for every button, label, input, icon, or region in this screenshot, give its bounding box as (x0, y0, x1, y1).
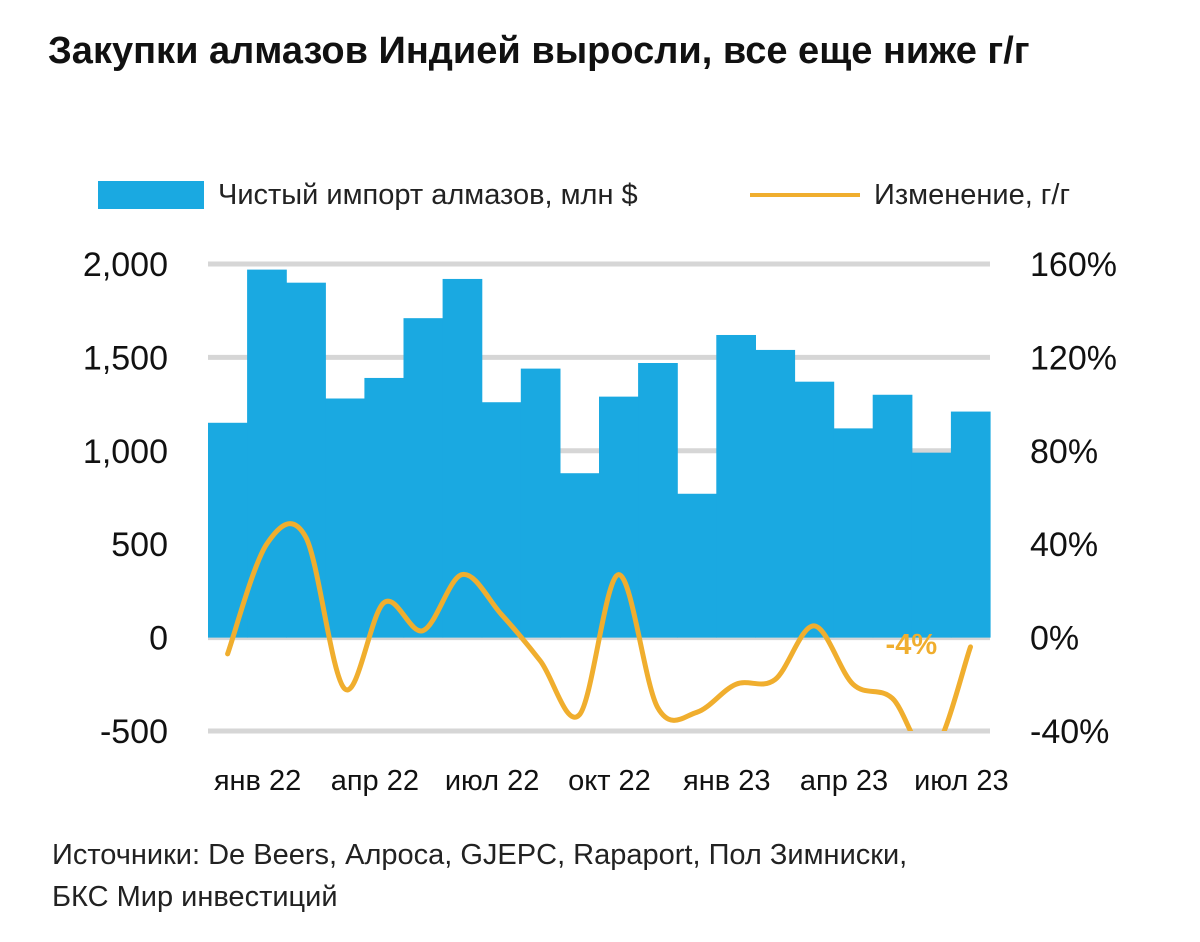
bar-9 (559, 473, 600, 638)
bar-12 (677, 493, 717, 638)
bar-14 (755, 349, 796, 638)
x-tick-3: окт 22 (568, 765, 651, 797)
source-line-2: БКС Мир инвестиций (52, 881, 338, 913)
y-right-tick-3: 40% (1030, 526, 1098, 564)
x-tick-6: июл 23 (914, 765, 1009, 797)
source-line-1: Источники: De Beers, Алроса, GJEPC, Rapa… (52, 839, 908, 871)
bar-19 (950, 411, 991, 638)
chart-title: Закупки алмазов Индией выросли, все еще … (48, 30, 1030, 72)
bar-5 (403, 318, 444, 638)
legend-item-net-import: Чистый импорт алмазов, млн $ (98, 170, 638, 220)
chart-plot: 2,000 1,500 1,000 500 0 -500 160% 120% 80% 40% 0% -… (83, 246, 1117, 797)
y-right-tick-4: 0% (1030, 620, 1079, 658)
x-tick-5: апр 23 (800, 765, 888, 797)
legend-swatch-line (750, 193, 860, 197)
y-left-tick-4: 0 (149, 620, 168, 658)
x-tick-4: янв 23 (683, 765, 770, 797)
bar-0 (208, 422, 248, 638)
bar-16 (833, 428, 874, 638)
legend-swatch-bar (98, 181, 204, 209)
source-note: Источники: De Beers, Алроса, GJEPC, Rapa… (52, 834, 1152, 918)
annotation-last-change: -4% (886, 629, 938, 661)
bar-11 (638, 363, 678, 638)
y-left-tick-1: 1,500 (83, 339, 168, 377)
y-left-tick-0: 2,000 (83, 246, 168, 284)
bar-7 (481, 402, 522, 638)
x-tick-1: апр 22 (331, 765, 419, 797)
bar-18 (911, 452, 952, 638)
y-right-tick-0: 160% (1030, 246, 1117, 284)
x-tick-0: янв 22 (214, 765, 301, 797)
x-tick-2: июл 22 (445, 765, 540, 797)
legend-label-net-import: Чистый импорт алмазов, млн $ (218, 178, 638, 211)
bar-3 (325, 398, 365, 638)
bar-15 (794, 381, 835, 638)
y-left-tick-3: 500 (111, 526, 168, 564)
y-right-tick-5: -40% (1030, 713, 1109, 751)
line-yoy-change (225, 521, 973, 731)
y-right-tick-1: 120% (1030, 339, 1117, 377)
y-right-tick-2: 80% (1030, 433, 1098, 471)
y-left-tick-5: -500 (100, 713, 168, 751)
y-left-tick-2: 1,000 (83, 433, 168, 471)
legend: Чистый импорт алмазов, млн $ Изменение, … (98, 170, 1158, 220)
legend-label-yoy-change: Изменение, г/г (874, 178, 1071, 211)
bar-17 (872, 394, 913, 638)
bar-8 (520, 368, 561, 638)
bar-13 (716, 334, 756, 638)
bar-4 (364, 377, 405, 638)
legend-item-yoy-change: Изменение, г/г (750, 170, 1070, 220)
